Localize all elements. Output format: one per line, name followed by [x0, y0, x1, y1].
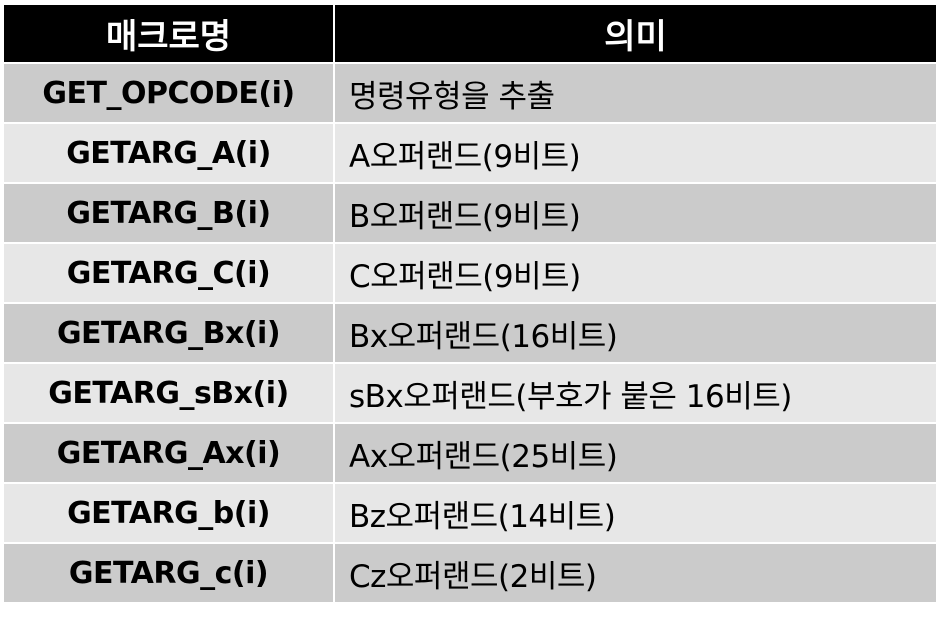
macro-name-cell: GETARG_sBx(i) — [4, 362, 334, 423]
macro-name-cell: GET_OPCODE(i) — [4, 62, 334, 123]
macro-name-cell: GETARG_Ax(i) — [4, 422, 334, 483]
meaning-cell: A오퍼랜드(9비트) — [333, 122, 936, 183]
macro-name-cell: GETARG_C(i) — [4, 242, 334, 303]
table-row: GETARG_A(i) A오퍼랜드(9비트) — [4, 122, 936, 183]
macro-name-cell: GETARG_c(i) — [4, 542, 334, 602]
meaning-cell: Ax오퍼랜드(25비트) — [333, 422, 936, 483]
meaning-cell: Cz오퍼랜드(2비트) — [333, 542, 936, 602]
meaning-cell: Bx오퍼랜드(16비트) — [333, 302, 936, 363]
table-row: GETARG_b(i) Bz오퍼랜드(14비트) — [4, 482, 936, 543]
meaning-cell: 명령유형을 추출 — [333, 62, 936, 123]
macro-name-cell: GETARG_Bx(i) — [4, 302, 334, 363]
macro-name-cell: GETARG_A(i) — [4, 122, 334, 183]
macro-name-cell: GETARG_B(i) — [4, 182, 334, 243]
table-row: GETARG_B(i) B오퍼랜드(9비트) — [4, 182, 936, 243]
table-row: GETARG_Bx(i) Bx오퍼랜드(16비트) — [4, 302, 936, 363]
table-row: GETARG_c(i) Cz오퍼랜드(2비트) — [4, 542, 936, 602]
table-header: 매크로명 의미 — [4, 5, 936, 63]
column-header-meaning: 의미 — [333, 5, 936, 63]
table-row: GETARG_sBx(i) sBx오퍼랜드(부호가 붙은 16비트) — [4, 362, 936, 423]
meaning-cell: Bz오퍼랜드(14비트) — [333, 482, 936, 543]
table-row: GETARG_C(i) C오퍼랜드(9비트) — [4, 242, 936, 303]
meaning-cell: B오퍼랜드(9비트) — [333, 182, 936, 243]
meaning-cell: C오퍼랜드(9비트) — [333, 242, 936, 303]
macro-table: 매크로명 의미 GET_OPCODE(i) 명령유형을 추출 GETARG_A(… — [4, 5, 936, 602]
macro-name-cell: GETARG_b(i) — [4, 482, 334, 543]
table-row: GET_OPCODE(i) 명령유형을 추출 — [4, 62, 936, 123]
table-row: GETARG_Ax(i) Ax오퍼랜드(25비트) — [4, 422, 936, 483]
table-body: GET_OPCODE(i) 명령유형을 추출 GETARG_A(i) A오퍼랜드… — [4, 62, 936, 602]
meaning-cell: sBx오퍼랜드(부호가 붙은 16비트) — [333, 362, 936, 423]
column-header-macro-name: 매크로명 — [4, 5, 334, 63]
header-row: 매크로명 의미 — [4, 5, 936, 63]
